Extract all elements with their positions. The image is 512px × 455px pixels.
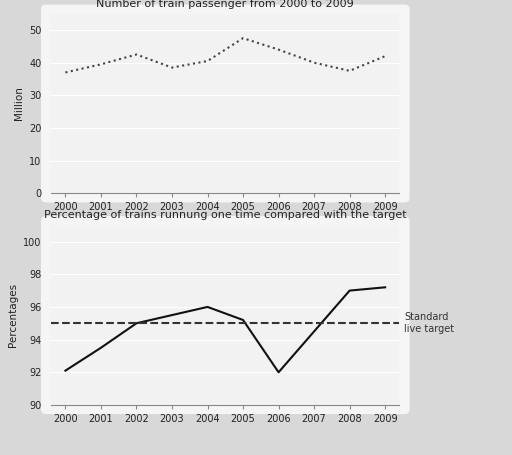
Text: Standard
live target: Standard live target <box>404 313 455 334</box>
Y-axis label: Percentages: Percentages <box>8 283 17 347</box>
Y-axis label: Million: Million <box>13 86 24 121</box>
Title: Number of train passenger from 2000 to 2009: Number of train passenger from 2000 to 2… <box>96 0 354 9</box>
Title: Percentage of trains runnung one time compared with the target: Percentage of trains runnung one time co… <box>44 210 407 220</box>
